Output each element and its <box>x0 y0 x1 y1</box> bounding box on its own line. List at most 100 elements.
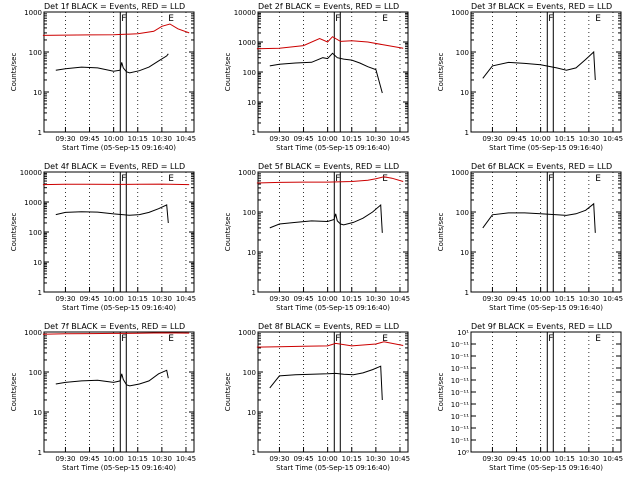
y-tick-label: 100 <box>456 49 469 57</box>
marker-e-label: E <box>382 14 388 24</box>
series-events <box>55 53 169 74</box>
x-tick-label: 10:15 <box>555 455 575 463</box>
y-tick-label: 1000 <box>24 329 42 337</box>
y-tick-label: 10⁻¹¹ <box>451 365 469 373</box>
x-tick-label: 10:00 <box>104 455 124 463</box>
y-tick-label: 1 <box>252 449 256 457</box>
plot-frame <box>257 11 409 133</box>
panel-det-7: Det 7f BLACK = Events, RED = LLD 1 10 100 10… <box>10 322 196 472</box>
y-tick-label: 10000 <box>234 9 256 17</box>
x-tick-label: 10:45 <box>390 455 410 463</box>
x-tick-label: 10:00 <box>318 135 338 143</box>
y-tick-label: 1000 <box>238 169 256 177</box>
x-axis-label: Start Time (05-Sep-15 09:16:40) <box>62 464 176 472</box>
panel-det-8: Det 8f BLACK = Events, RED = LLD 1 10 100 10… <box>224 322 410 472</box>
plot-frame <box>43 171 195 293</box>
y-tick-label: 10⁻¹¹ <box>451 401 469 409</box>
x-tick-label: 10:45 <box>603 135 623 143</box>
marker-e-label: E <box>595 334 601 344</box>
y-axis-label: Counts/sec <box>10 53 18 92</box>
series-lld <box>256 341 404 348</box>
panel-title: Det 8f BLACK = Events, RED = LLD <box>258 322 399 331</box>
y-tick-label: 10 <box>33 409 42 417</box>
x-tick-label: 10:15 <box>555 135 575 143</box>
marker-f-label: F <box>548 14 553 24</box>
x-tick-label: 09:45 <box>79 295 99 303</box>
marker-e-label: E <box>168 174 174 184</box>
y-axis-label: Counts/sec <box>224 373 232 412</box>
marker-e-label: E <box>595 174 601 184</box>
x-tick-label: 10:30 <box>579 135 599 143</box>
marker-f-label: F <box>548 334 553 344</box>
x-tick-label: 10:15 <box>128 295 148 303</box>
series-events <box>482 202 596 233</box>
y-axis-label: Counts/sec <box>437 213 445 252</box>
x-tick-label: 09:30 <box>482 135 502 143</box>
y-tick-label: 10 <box>247 409 256 417</box>
y-tick-label: 10000 <box>20 169 42 177</box>
x-tick-label: 10:45 <box>176 135 196 143</box>
y-tick-label: 1000 <box>451 9 469 17</box>
series-events <box>482 50 596 81</box>
y-axis-label: Counts/sec <box>224 213 232 252</box>
marker-f-label: F <box>548 174 553 184</box>
marker-e-label: E <box>382 334 388 344</box>
x-axis-label: Start Time (05-Sep-15 09:16:40) <box>276 304 390 312</box>
x-tick-label: 09:30 <box>55 455 75 463</box>
x-tick-label: 09:45 <box>293 295 313 303</box>
x-tick-label: 09:30 <box>269 135 289 143</box>
panel-det-2: Det 2f BLACK = Events, RED = LLD 1 10 100 10… <box>224 2 410 152</box>
panel-title: Det 2f BLACK = Events, RED = LLD <box>258 2 399 11</box>
y-tick-label: 1 <box>38 129 42 137</box>
y-tick-label: 10⁰ <box>457 449 469 457</box>
plot-frame <box>470 11 622 133</box>
x-axis-label: Start Time (05-Sep-15 09:16:40) <box>62 144 176 152</box>
x-tick-label: 09:30 <box>55 295 75 303</box>
y-tick-label: 1000 <box>238 329 256 337</box>
x-tick-label: 10:00 <box>318 295 338 303</box>
marker-e-label: E <box>168 334 174 344</box>
series-events <box>269 203 383 233</box>
y-tick-label: 10¹ <box>457 329 469 337</box>
x-tick-label: 10:00 <box>531 295 551 303</box>
x-tick-label: 10:30 <box>579 295 599 303</box>
x-tick-label: 10:30 <box>152 455 172 463</box>
y-tick-label: 10 <box>460 249 469 257</box>
x-tick-label: 09:30 <box>269 295 289 303</box>
x-axis-label: Start Time (05-Sep-15 09:16:40) <box>489 304 603 312</box>
y-tick-label: 1000 <box>238 39 256 47</box>
y-tick-label: 100 <box>243 209 256 217</box>
x-axis-label: Start Time (05-Sep-15 09:16:40) <box>62 304 176 312</box>
y-tick-label: 1000 <box>24 9 42 17</box>
series-events <box>55 369 169 387</box>
series-events <box>55 204 169 224</box>
plot-frame <box>470 171 622 293</box>
y-tick-label: 10⁻¹¹ <box>451 425 469 433</box>
y-axis-label: Counts/sec <box>10 213 18 252</box>
y-tick-label: 1 <box>252 129 256 137</box>
x-tick-label: 09:45 <box>293 455 313 463</box>
series-lld <box>256 176 404 184</box>
y-tick-label: 100 <box>456 209 469 217</box>
x-axis-label: Start Time (05-Sep-15 09:16:40) <box>489 464 603 472</box>
y-tick-label: 100 <box>29 229 42 237</box>
y-tick-label: 10⁻¹¹ <box>451 377 469 385</box>
x-tick-label: 10:30 <box>366 455 386 463</box>
plot-frame <box>257 331 409 453</box>
x-tick-label: 09:45 <box>506 135 526 143</box>
y-tick-label: 1 <box>465 129 469 137</box>
x-tick-label: 10:30 <box>152 135 172 143</box>
x-axis-label: Start Time (05-Sep-15 09:16:40) <box>276 144 390 152</box>
panel-title: Det 3f BLACK = Events, RED = LLD <box>471 2 612 11</box>
x-tick-label: 10:00 <box>318 455 338 463</box>
panel-title: Det 4f BLACK = Events, RED = LLD <box>44 162 185 171</box>
panel-det-9: Det 9f BLACK = Events, RED = LLD 10⁰ 10⁻¹¹… <box>437 322 623 472</box>
y-tick-label: 10⁻¹¹ <box>451 389 469 397</box>
x-tick-label: 10:45 <box>603 455 623 463</box>
y-tick-label: 10 <box>33 89 42 97</box>
x-tick-label: 10:15 <box>342 455 362 463</box>
plot-frame <box>257 171 409 293</box>
x-tick-label: 10:00 <box>531 135 551 143</box>
x-tick-label: 10:30 <box>152 295 172 303</box>
x-tick-label: 10:30 <box>366 135 386 143</box>
